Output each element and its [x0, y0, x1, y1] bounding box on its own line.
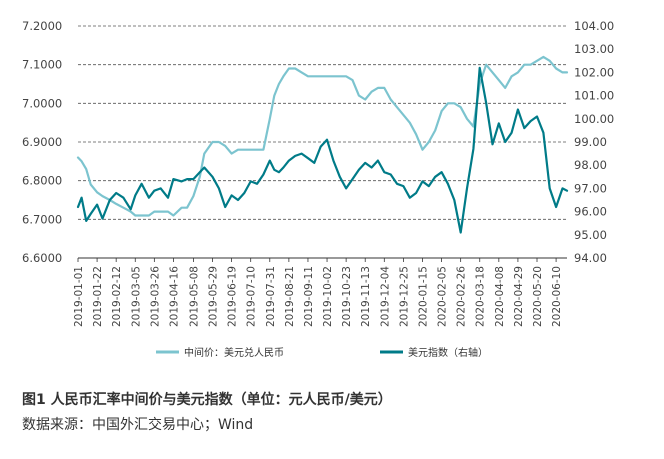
legend-label-dxy: 美元指数（右轴）: [408, 346, 488, 359]
x-tick-label: 2019-06-19: [227, 266, 239, 327]
legend: 中间价：美元兑人民币 美元指数（右轴）: [156, 346, 488, 359]
x-axis: 2019-01-01 2019-01-22 2019-02-12 2019-03-05…: [73, 257, 567, 327]
right-y-tick-label: 103.00: [574, 42, 614, 56]
right-y-tick-label: 96.00: [574, 205, 607, 219]
dual-axis-line-chart: 6.6000 6.7000 6.8000 6.9000 7.0000 7.1000 7.20…: [22, 19, 614, 359]
left-y-tick-label: 6.7000: [22, 212, 62, 226]
x-tick-label: 2020-02-05: [437, 266, 449, 327]
series-line-dollar-index: [76, 66, 569, 234]
right-y-axis: 94.00 95.00 96.00 97.00 98.00 99.00 100.00 101.…: [574, 19, 614, 265]
right-y-tick-label: 102.00: [574, 65, 614, 79]
left-y-tick-label: 6.8000: [22, 174, 62, 188]
right-y-tick-label: 100.00: [574, 112, 614, 126]
series-lines: [76, 55, 569, 234]
x-tick-label: 2019-05-29: [208, 266, 220, 327]
x-tick-label: 2019-04-16: [168, 266, 180, 327]
x-tick-label: 2020-02-26: [456, 266, 468, 327]
right-y-tick-label: 98.00: [574, 158, 607, 172]
right-y-tick-label: 104.00: [574, 19, 614, 33]
x-tick-label: 2019-08-21: [284, 266, 296, 327]
x-tick-label: 2019-10-02: [322, 266, 334, 327]
x-tick-label: 2019-12-04: [379, 266, 391, 327]
gridlines: [78, 25, 567, 220]
x-tick-label: 2020-04-08: [494, 266, 506, 327]
x-tick-label: 2019-07-10: [246, 266, 258, 327]
left-y-tick-label: 7.2000: [22, 19, 62, 33]
left-y-tick-label: 7.1000: [22, 58, 62, 72]
right-y-tick-label: 95.00: [574, 228, 607, 242]
x-tick-label: 2019-07-31: [265, 266, 277, 327]
x-tick-label: 2019-12-25: [398, 266, 410, 327]
left-y-axis: 6.6000 6.7000 6.8000 6.9000 7.0000 7.1000 7.20…: [22, 19, 62, 265]
x-tick-label: 2019-01-22: [92, 266, 104, 327]
right-y-tick-label: 99.00: [574, 135, 607, 149]
x-tick-label: 2019-11-13: [360, 266, 372, 327]
left-y-tick-label: 6.9000: [22, 135, 62, 149]
x-tick-label: 2020-04-29: [513, 266, 525, 327]
x-tick-label: 2019-05-08: [188, 266, 200, 327]
right-y-tick-label: 97.00: [574, 181, 607, 195]
x-tick-label: 2019-02-12: [111, 266, 123, 327]
left-y-tick-label: 6.6000: [22, 251, 62, 265]
right-y-tick-label: 101.00: [574, 89, 614, 103]
right-y-tick-label: 94.00: [574, 251, 607, 265]
x-tick-label: 2020-01-15: [417, 266, 429, 327]
x-tick-label: 2019-10-23: [341, 266, 353, 327]
x-tick-label: 2019-01-01: [73, 266, 85, 327]
series-line-cny-central-parity: [76, 55, 569, 217]
data-source-note: 数据来源：中国外汇交易中心；Wind: [22, 417, 254, 433]
x-tick-label: 2020-05-20: [532, 266, 544, 327]
legend-label-cny: 中间价：美元兑人民币: [184, 346, 284, 359]
figure-caption: 图1 人民币汇率中间价与美元指数（单位：元人民币/美元）: [22, 392, 392, 408]
left-y-tick-label: 7.0000: [22, 96, 62, 110]
x-tick-label: 2020-06-10: [551, 266, 563, 327]
x-tick-label: 2019-03-26: [149, 266, 161, 327]
x-tick-label: 2020-03-18: [475, 266, 487, 327]
x-tick-label: 2019-03-05: [130, 266, 142, 327]
x-tick-label: 2019-09-11: [303, 266, 315, 327]
